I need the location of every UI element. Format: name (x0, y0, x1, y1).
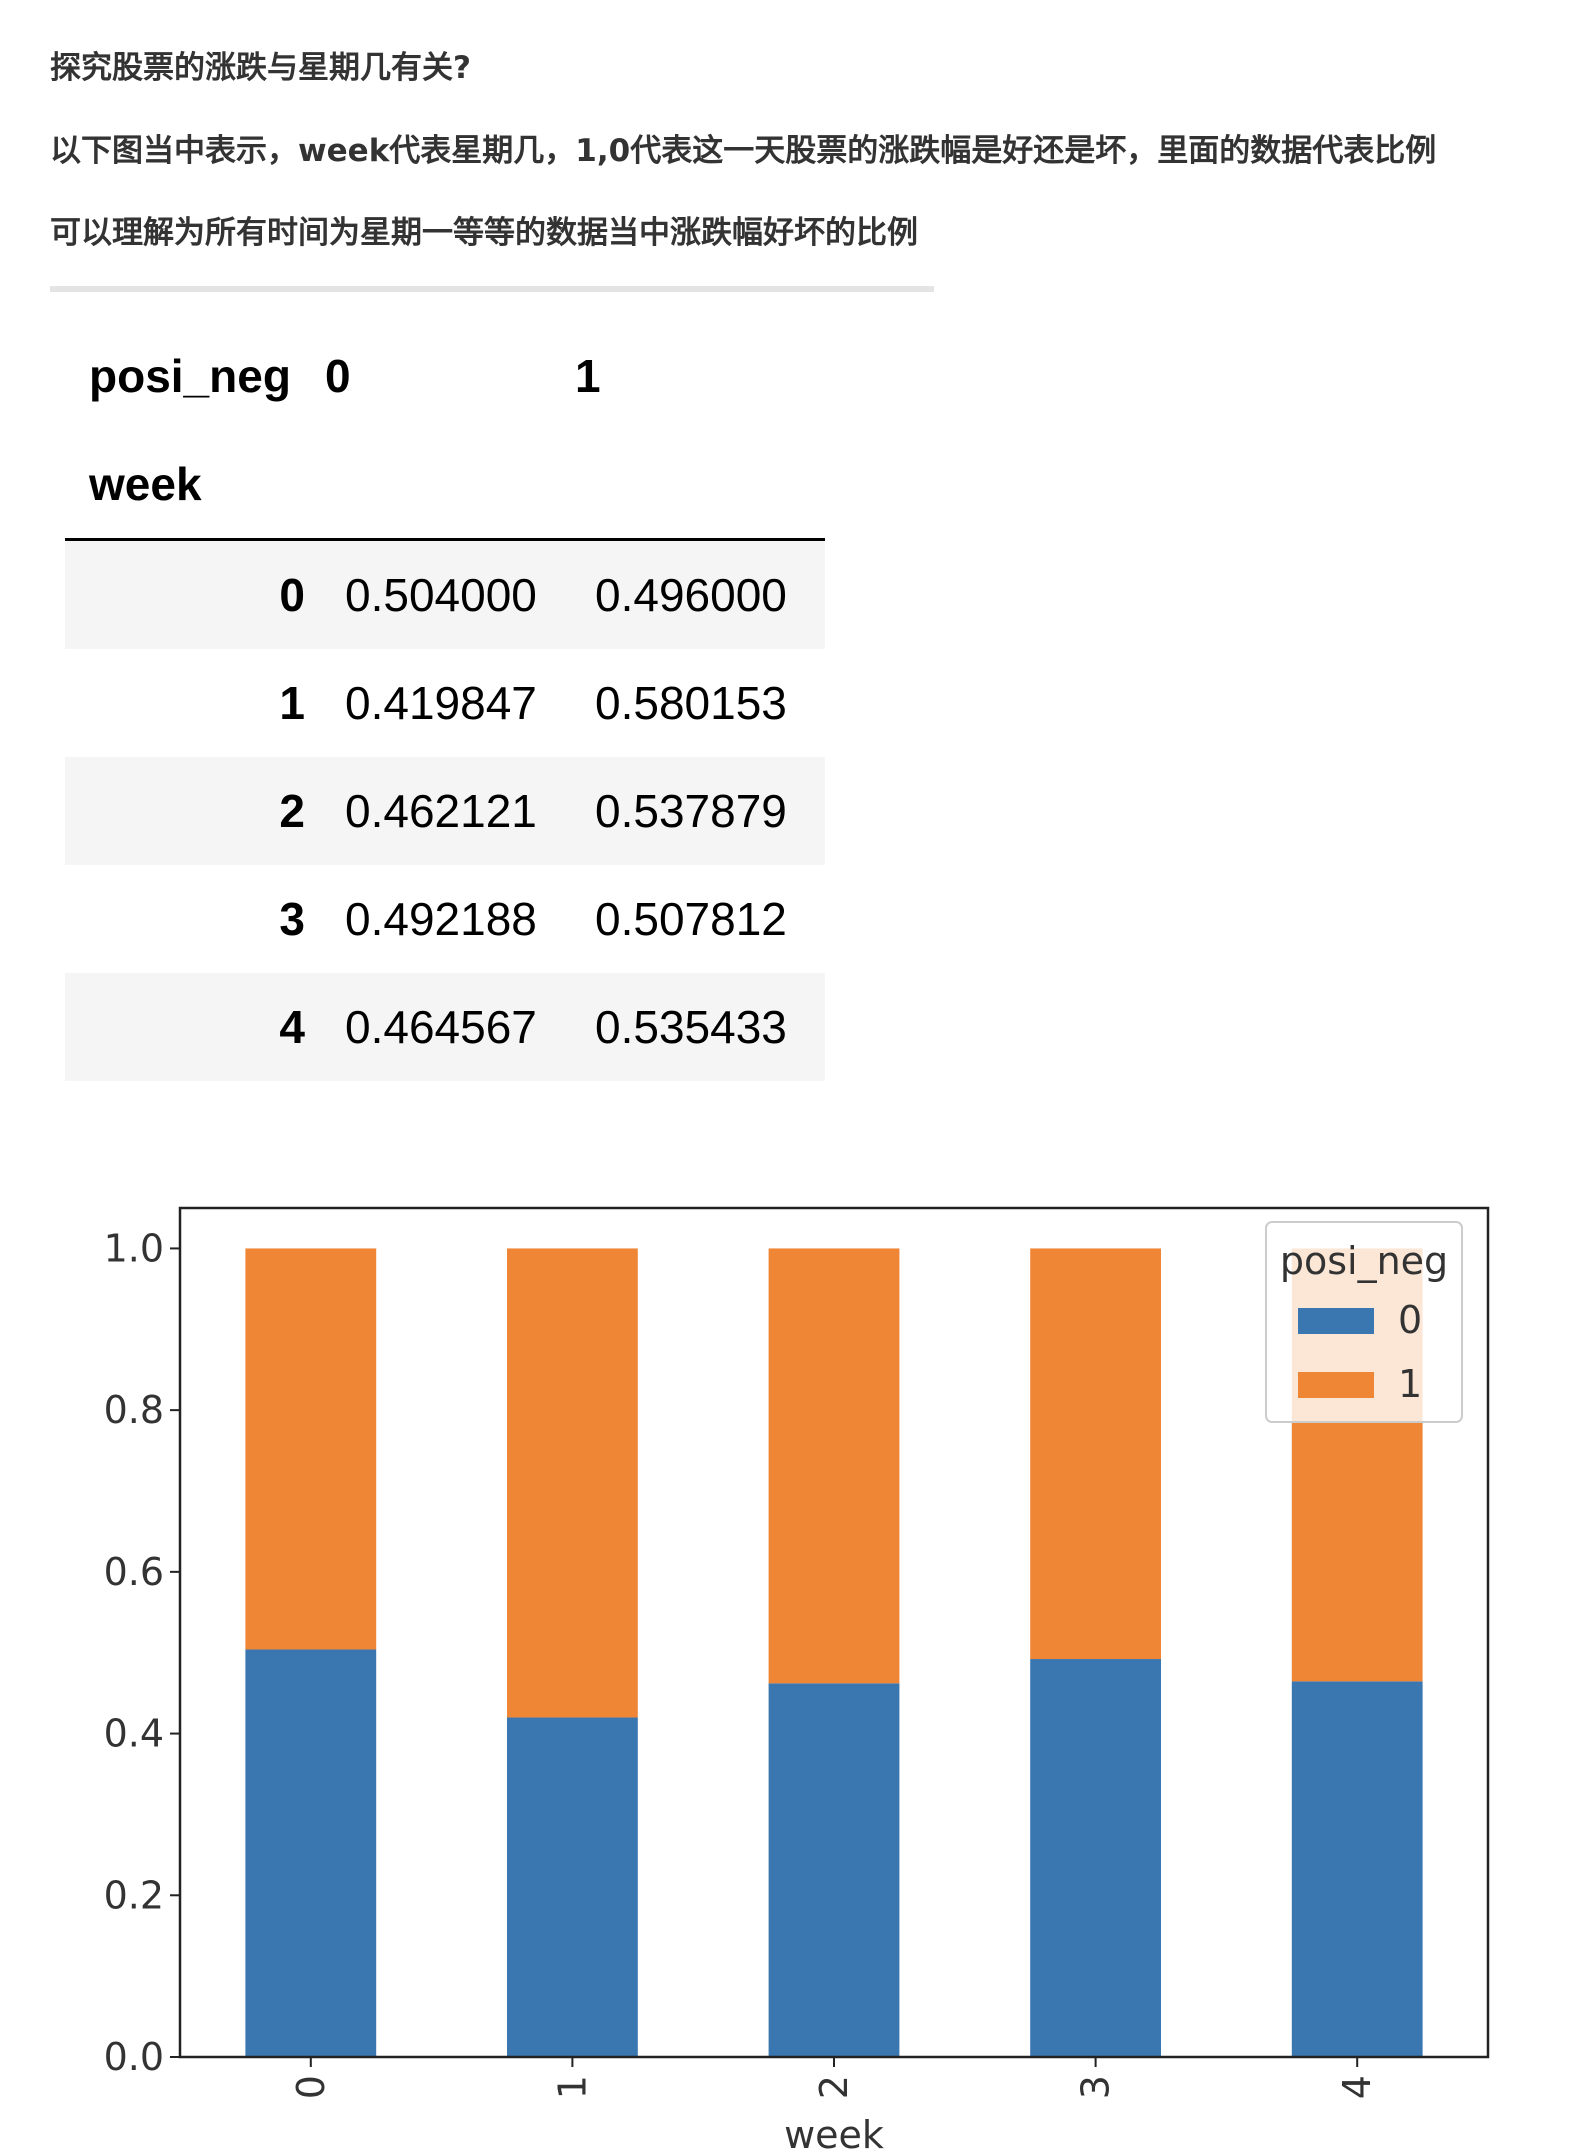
legend-label-0: 0 (1398, 1298, 1422, 1342)
row-index: 2 (279, 785, 305, 837)
y-tick-label: 1.0 (104, 1226, 164, 1270)
table-cell: 0.507812 (595, 893, 787, 945)
x-tick-label: 2 (812, 2075, 856, 2099)
table-cell: 0.464567 (345, 1001, 537, 1053)
y-tick-label: 0.6 (104, 1550, 164, 1594)
table-cell: 0.492188 (345, 893, 537, 945)
row-index: 1 (279, 677, 305, 729)
bar-week-1-series-0 (507, 1717, 638, 2057)
stacked-bar-chart: 0.0 0.2 0.4 0.6 0.8 1.0 0 1 2 3 4 week posi_neg 0 1 (104, 1206, 1490, 2156)
bar-week-1-series-1 (507, 1248, 638, 1718)
x-tick-label: 3 (1074, 2075, 1118, 2099)
row-index: 4 (279, 1001, 305, 1053)
index-name: week (65, 430, 325, 541)
divider (50, 286, 934, 292)
bar-week-3-series-0 (1030, 1659, 1161, 2057)
table-row: 4 0.464567 0.535433 (65, 973, 825, 1081)
bar-week-4-series-0 (1291, 1681, 1423, 2057)
empty-header-cell (325, 430, 575, 541)
row-index: 3 (279, 893, 305, 945)
bar-week-0-series-1 (245, 1248, 377, 1650)
bar-week-0-series-0 (245, 1649, 377, 2057)
table-row: 3 0.492188 0.507812 (65, 865, 825, 973)
y-tick-label: 0.0 (104, 2035, 164, 2079)
y-tick-label: 0.8 (104, 1388, 164, 1432)
table-cell: 0.535433 (595, 1001, 787, 1053)
table-cell: 0.496000 (595, 569, 787, 621)
table-header-row: posi_neg 0 1 (65, 322, 825, 430)
column-header-0: 0 (325, 350, 351, 402)
table-row: 0 0.504000 0.496000 (65, 539, 825, 649)
x-tick-label: 0 (289, 2075, 333, 2099)
table-row: 1 0.419847 0.580153 (65, 649, 825, 757)
dataframe-table: posi_neg 0 1 week 0 0.504000 0.496000 1 … (65, 322, 825, 1081)
bar-week-2-series-0 (768, 1683, 900, 2057)
x-axis-label: week (784, 2113, 884, 2156)
empty-header-cell (575, 430, 825, 541)
table-cell: 0.462121 (345, 785, 537, 837)
legend-title: posi_neg (1280, 1239, 1448, 1283)
intro-line-1: 探究股票的涨跌与星期几有关? (50, 50, 471, 86)
bar-week-3-series-1 (1030, 1248, 1161, 1660)
table-cell: 0.504000 (345, 569, 537, 621)
bar-week-2-series-1 (768, 1248, 900, 1684)
intro-line-3: 可以理解为所有时间为星期一等等的数据当中涨跌幅好坏的比例 (50, 215, 918, 251)
intro-line-2: 以下图当中表示，week代表星期几，1,0代表这一天股票的涨跌幅是好还是坏，里面… (50, 133, 1437, 169)
legend-swatch-1 (1298, 1372, 1374, 1398)
table-cell: 0.537879 (595, 785, 787, 837)
row-index: 0 (279, 569, 305, 621)
legend-swatch-0 (1298, 1308, 1374, 1334)
legend-label-1: 1 (1398, 1362, 1422, 1406)
table-row: 2 0.462121 0.537879 (65, 757, 825, 865)
columns-name: posi_neg (89, 350, 291, 402)
y-tick-label: 0.2 (104, 1873, 164, 1917)
x-tick-label: 1 (550, 2075, 594, 2099)
y-tick-label: 0.4 (104, 1712, 164, 1756)
table-cell: 0.580153 (595, 677, 787, 729)
table-index-name-row: week (65, 430, 825, 541)
column-header-1: 1 (575, 350, 601, 402)
x-tick-label: 4 (1335, 2075, 1379, 2099)
table-cell: 0.419847 (345, 677, 537, 729)
